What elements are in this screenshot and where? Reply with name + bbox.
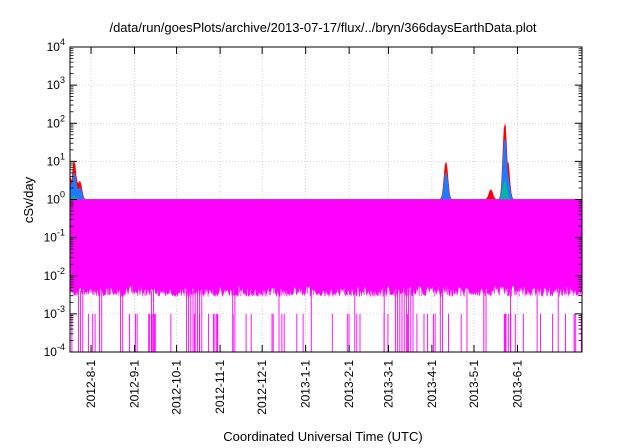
x-tick-label: 2013-3-1	[381, 360, 395, 408]
y-tick-label: 100	[47, 190, 65, 207]
series-layer	[69, 124, 583, 352]
x-tick-label: 2013-1-1	[299, 360, 313, 408]
ticks	[70, 46, 582, 353]
x-tick-label: 2012-9-1	[128, 360, 142, 408]
x-tick-labels: 2012-8-1 2012-9-1 2012-10-1 2012-11-1 2012-1…	[84, 360, 524, 415]
chart-title: /data/run/goesPlots/archive/2013-07-17/f…	[109, 20, 536, 35]
series-3	[69, 199, 583, 352]
y-tick-label: 101	[47, 151, 65, 168]
y-tick-label: 102	[47, 113, 65, 130]
y-tick-label: 10-3	[44, 304, 65, 321]
y-tick-label: 10-4	[44, 342, 65, 359]
x-tick-label: 2013-4-1	[425, 360, 439, 408]
x-tick-label: 2012-10-1	[170, 360, 184, 415]
y-tick-label: 103	[47, 75, 65, 92]
y-tick-label: 10-2	[44, 266, 65, 283]
x-tick-label: 2012-12-1	[255, 360, 269, 415]
y-tick-labels: 10-4 10-3 10-2 10-1 100 101 102 103 104	[44, 37, 65, 359]
x-tick-label: 2013-2-1	[342, 360, 356, 408]
y-axis-label: cSv/day	[21, 176, 36, 223]
x-tick-label: 2012-8-1	[84, 360, 98, 408]
y-tick-label: 104	[47, 37, 65, 54]
x-tick-label: 2013-6-1	[510, 360, 524, 408]
y-tick-label: 10-1	[44, 228, 65, 245]
x-tick-label: 2012-11-1	[213, 360, 227, 414]
x-tick-label: 2013-5-1	[467, 360, 481, 408]
x-axis-label: Coordinated Universal Time (UTC)	[223, 429, 422, 444]
